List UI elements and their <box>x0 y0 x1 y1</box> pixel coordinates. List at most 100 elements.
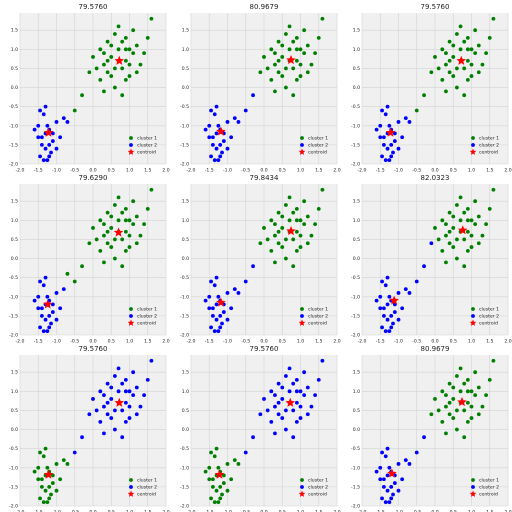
point <box>47 142 52 147</box>
legend-label: cluster 1 <box>308 307 328 313</box>
point <box>476 241 481 246</box>
y-tick-label: -2.0 <box>180 504 189 510</box>
point <box>209 496 213 501</box>
legend-marker <box>469 148 477 155</box>
point <box>131 28 136 33</box>
point <box>484 393 488 398</box>
point <box>258 70 263 75</box>
point <box>50 302 55 307</box>
point <box>465 47 470 52</box>
point <box>134 70 139 75</box>
point <box>120 435 125 440</box>
point <box>455 408 459 413</box>
point <box>54 462 59 466</box>
legend-marker <box>129 307 133 311</box>
x-tick-label: 1.5 <box>486 510 493 512</box>
x-tick-label: -2.0 <box>187 339 196 345</box>
point <box>109 55 114 59</box>
point <box>291 264 296 269</box>
point <box>232 116 237 121</box>
point <box>380 450 384 455</box>
y-tick-label: 1.0 <box>353 47 360 53</box>
chart-title: 82.0323 <box>421 174 450 182</box>
point <box>294 229 299 234</box>
x-tick-label: -0.5 <box>241 168 250 174</box>
x-tick-label: 2.0 <box>162 168 169 174</box>
point <box>291 381 296 386</box>
point <box>149 16 154 21</box>
point <box>455 203 459 207</box>
point <box>473 370 478 375</box>
x-tick-label: 0.0 <box>431 510 438 512</box>
x-tick-label: 2.0 <box>333 168 340 174</box>
point <box>113 374 117 378</box>
point <box>465 77 470 82</box>
point <box>391 150 395 155</box>
point <box>458 24 463 29</box>
point <box>209 108 213 113</box>
point <box>469 74 474 78</box>
point <box>387 123 392 128</box>
point <box>98 218 103 223</box>
x-tick-label: 1.5 <box>144 339 151 345</box>
y-tick-label: -0.5 <box>351 104 360 110</box>
y-tick-label: 0.5 <box>182 408 189 414</box>
legend-marker <box>300 136 304 140</box>
point <box>138 404 143 409</box>
legend-label: centroid <box>137 150 156 156</box>
point <box>102 393 106 398</box>
point <box>476 43 481 48</box>
point <box>276 229 281 234</box>
point <box>316 206 321 211</box>
point <box>38 496 42 501</box>
point <box>389 484 394 489</box>
x-tick-label: -1.5 <box>34 510 43 512</box>
point <box>225 488 230 493</box>
y-tick-label: -2.0 <box>180 162 189 168</box>
point <box>207 135 212 140</box>
point <box>207 306 212 311</box>
centroid-marker <box>43 127 54 137</box>
point <box>487 377 492 382</box>
point <box>38 279 42 284</box>
point <box>276 381 281 386</box>
x-tick-label: 1.5 <box>315 510 322 512</box>
point <box>455 237 459 242</box>
centroid-marker <box>113 227 124 237</box>
y-tick-label: 0.0 <box>353 427 360 433</box>
point <box>127 218 132 223</box>
point <box>433 226 437 230</box>
point <box>284 203 288 207</box>
point <box>387 158 392 163</box>
y-tick-label: 1.5 <box>182 199 189 205</box>
point <box>50 310 55 314</box>
legend-marker <box>300 307 304 311</box>
point <box>105 58 110 63</box>
point <box>265 66 270 71</box>
point <box>221 310 226 314</box>
point <box>54 146 59 151</box>
y-tick-label: -0.5 <box>9 446 18 452</box>
point <box>382 484 386 489</box>
point <box>105 70 110 75</box>
point <box>203 127 208 132</box>
y-tick-label: 0.0 <box>11 256 18 262</box>
point <box>134 43 139 48</box>
centroid-marker <box>285 397 296 407</box>
point <box>72 450 77 455</box>
y-tick-label: -0.5 <box>9 104 18 110</box>
legend-marker <box>471 314 475 318</box>
point <box>58 306 63 311</box>
point <box>444 431 448 436</box>
point <box>149 358 154 363</box>
point <box>116 389 121 394</box>
point <box>385 302 390 307</box>
point <box>447 70 452 75</box>
point <box>138 62 143 67</box>
y-tick-label: -1.5 <box>351 313 360 319</box>
point <box>403 287 408 292</box>
point <box>469 218 474 223</box>
legend-label: cluster 2 <box>308 314 328 320</box>
point <box>429 412 434 417</box>
point <box>276 241 281 246</box>
